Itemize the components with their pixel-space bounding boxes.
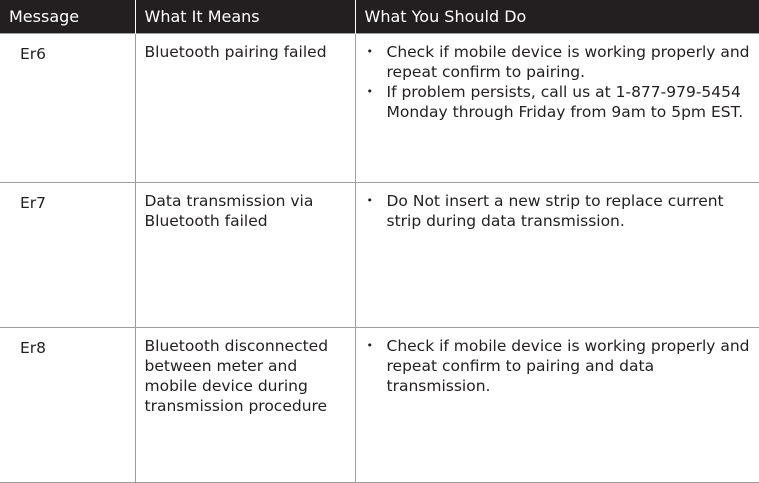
message-cell: Er7 xyxy=(0,182,136,328)
action-list: Check if mobile device is working proper… xyxy=(365,336,751,396)
message-cell: Er8 xyxy=(0,327,136,483)
header-row: Message What It Means What You Should Do xyxy=(0,0,759,34)
lcd-display: Er8 xyxy=(12,338,123,358)
message-cell: Er6 xyxy=(0,33,136,183)
action-cell: Do Not insert a new strip to replace cur… xyxy=(354,182,759,328)
error-code: Er7 xyxy=(20,194,47,212)
action-list: Do Not insert a new strip to replace cur… xyxy=(365,191,751,231)
meaning-cell: Data transmission via Bluetooth failed xyxy=(134,182,356,328)
bluetooth-icon xyxy=(12,341,19,353)
action-cell: Check if mobile device is working proper… xyxy=(354,327,759,483)
action-item: Do Not insert a new strip to replace cur… xyxy=(365,191,751,231)
bluetooth-icon xyxy=(12,47,19,59)
action-item: If problem persists, call us at 1-877-97… xyxy=(365,82,751,122)
action-cell: Check if mobile device is working proper… xyxy=(354,33,759,183)
table-row: Er6 Bluetooth pairing failedCheck if mobi… xyxy=(0,33,759,183)
table-row: Er8 Bluetooth disconnected between meter … xyxy=(0,327,759,483)
action-list: Check if mobile device is working proper… xyxy=(365,42,751,122)
column-header: What You Should Do xyxy=(354,0,759,34)
lcd-display: Er6 xyxy=(12,44,123,64)
error-code: Er8 xyxy=(20,339,47,357)
action-item: Check if mobile device is working proper… xyxy=(365,42,751,82)
bluetooth-icon xyxy=(12,196,19,208)
table-row: Er7 Data transmission via Bluetooth faile… xyxy=(0,182,759,328)
error-code: Er6 xyxy=(20,45,47,63)
meaning-cell: Bluetooth pairing failed xyxy=(134,33,356,183)
page: {"table":{"headers":["Message","What It … xyxy=(0,0,759,472)
column-header: What It Means xyxy=(134,0,355,34)
meaning-cell: Bluetooth disconnected between meter and… xyxy=(134,327,356,483)
column-header: Message xyxy=(0,0,135,34)
action-item: Check if mobile device is working proper… xyxy=(365,336,751,396)
lcd-display: Er7 xyxy=(12,193,123,213)
